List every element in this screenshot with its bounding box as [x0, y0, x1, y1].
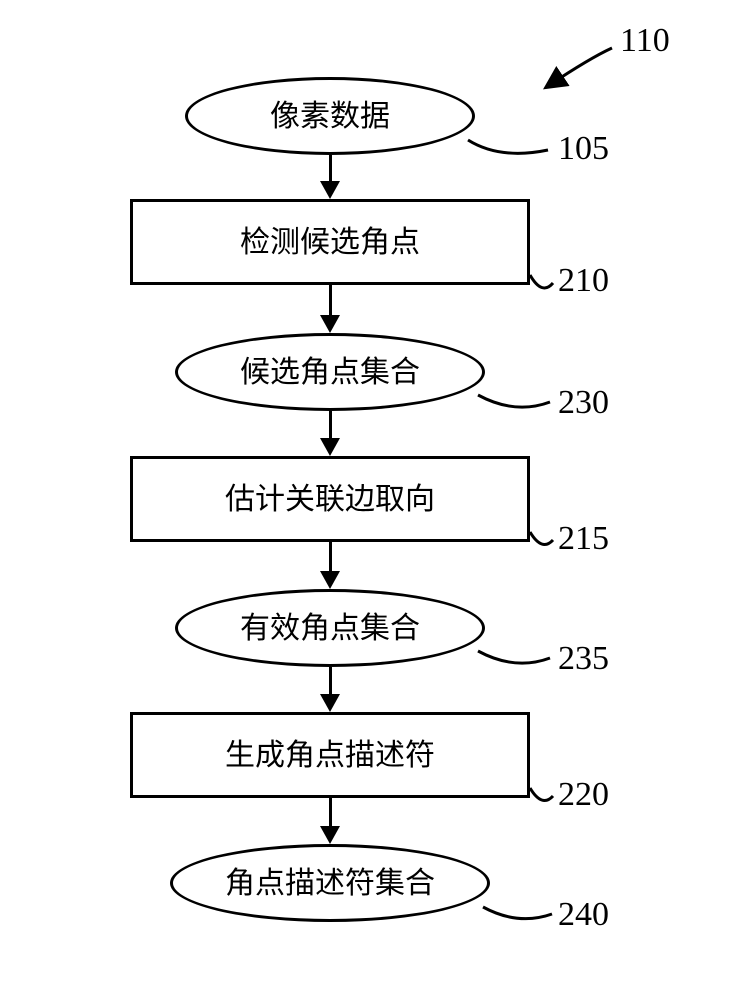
- ref-240: 240: [558, 896, 609, 934]
- flowchart-container: 110 像素数据 105 检测候选角点 210: [0, 0, 743, 1000]
